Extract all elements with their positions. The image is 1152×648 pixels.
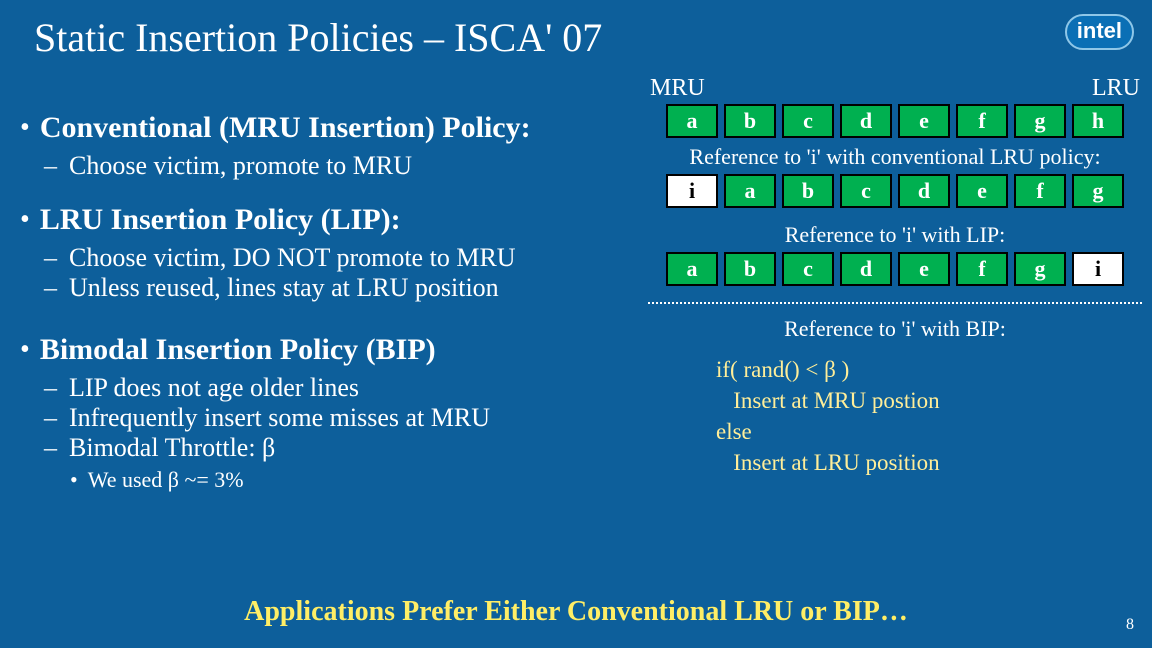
cache-cell: b — [782, 174, 834, 208]
bullet-1: Conventional (MRU Insertion) Policy: — [40, 111, 531, 145]
mru-label: MRU — [650, 75, 705, 102]
cache-cell: b — [724, 252, 776, 286]
dash: – — [44, 151, 69, 181]
cache-cell: h — [1072, 104, 1124, 138]
cache-cell: i — [1072, 252, 1124, 286]
cache-cell: a — [666, 252, 718, 286]
conclusion-text: Applications Prefer Either Conventional … — [0, 596, 1152, 628]
cache-cell: g — [1072, 174, 1124, 208]
dash: – — [44, 403, 69, 433]
cache-cell: e — [956, 174, 1008, 208]
dash: – — [44, 433, 69, 463]
intel-logo: intel — [1065, 14, 1134, 50]
bullet-2-sub-2: Unless reused, lines stay at LRU positio… — [69, 273, 499, 303]
cache-cell: f — [956, 252, 1008, 286]
bip-pseudocode: if( rand() < β ) Insert at MRU postion e… — [640, 346, 1150, 478]
dash: – — [44, 273, 69, 303]
cache-diagram-column: MRU LRU abcdefgh Reference to 'i' with c… — [640, 75, 1150, 478]
bullet-3-sub-1: LIP does not age older lines — [69, 373, 359, 403]
cache-cell: d — [898, 174, 950, 208]
cache-cell: d — [840, 104, 892, 138]
bullet-dot: • — [0, 203, 40, 237]
dash: – — [44, 243, 69, 273]
cache-cell: a — [724, 174, 776, 208]
bullet-3-sub-2: Infrequently insert some misses at MRU — [69, 403, 490, 433]
slide-title: Static Insertion Policies – ISCA' 07 — [0, 0, 1152, 61]
cache-cell: i — [666, 174, 718, 208]
cache-row-lru-result: iabcdefg — [640, 174, 1150, 208]
cache-cell: e — [898, 104, 950, 138]
slide-number: 8 — [1126, 616, 1134, 634]
cache-cell: g — [1014, 252, 1066, 286]
cache-cell: g — [1014, 104, 1066, 138]
cache-cell: d — [840, 252, 892, 286]
cache-row-lip-result: abcdefgi — [640, 252, 1150, 286]
cache-cell: e — [898, 252, 950, 286]
bullet-dot: • — [0, 111, 40, 145]
cache-cell: f — [1014, 174, 1066, 208]
caption-lru: Reference to 'i' with conventional LRU p… — [640, 138, 1150, 174]
sub-bullet-dot: • — [70, 467, 88, 493]
cache-cell: a — [666, 104, 718, 138]
lru-label: LRU — [1092, 75, 1140, 102]
bullet-3: Bimodal Insertion Policy (BIP) — [40, 333, 436, 367]
caption-lip: Reference to 'i' with LIP: — [640, 216, 1150, 252]
divider — [648, 302, 1142, 304]
cache-cell: f — [956, 104, 1008, 138]
cache-row-initial: abcdefgh — [640, 104, 1150, 138]
cache-cell: b — [724, 104, 776, 138]
bullet-2-sub-1: Choose victim, DO NOT promote to MRU — [69, 243, 516, 273]
bullet-2: LRU Insertion Policy (LIP): — [40, 203, 401, 237]
bullet-3-subsub-1: We used β ~= 3% — [88, 467, 244, 493]
cache-cell: c — [840, 174, 892, 208]
bullet-dot: • — [0, 333, 40, 367]
bullet-3-sub-3: Bimodal Throttle: β — [69, 433, 275, 463]
cache-cell: c — [782, 252, 834, 286]
dash: – — [44, 373, 69, 403]
cache-cell: c — [782, 104, 834, 138]
bullet-1-sub-1: Choose victim, promote to MRU — [69, 151, 412, 181]
caption-bip: Reference to 'i' with BIP: — [640, 310, 1150, 346]
